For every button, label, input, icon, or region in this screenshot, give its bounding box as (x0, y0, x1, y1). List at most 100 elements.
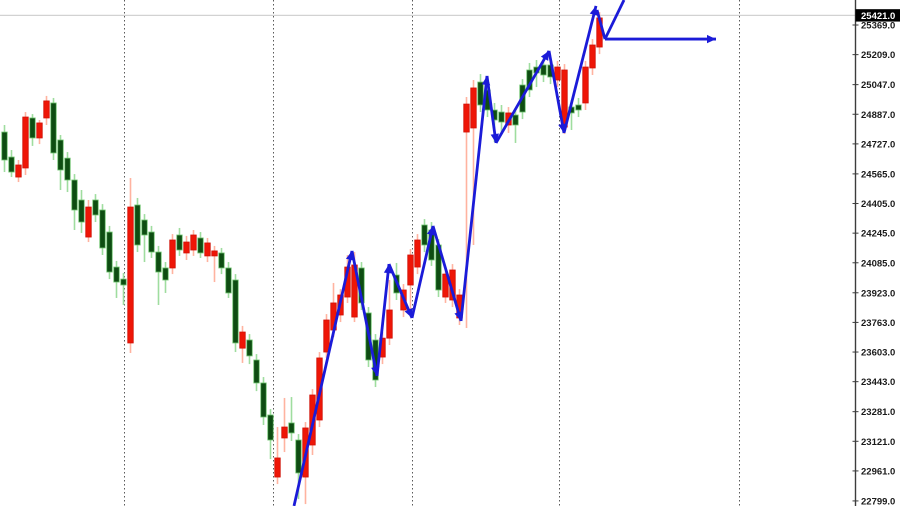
trend-arrow[interactable] (485, 75, 499, 144)
candle-bull (29, 114, 36, 146)
trend-arrow-line[interactable] (547, 50, 566, 134)
candle-body (323, 319, 330, 353)
trend-arrow[interactable] (387, 263, 414, 319)
candle-body (169, 239, 176, 269)
candle-bull (106, 225, 113, 280)
candle-body (204, 242, 211, 257)
y-axis-label: 24565.0 (861, 169, 895, 180)
candle-body (197, 237, 204, 254)
trend-arrow-line[interactable] (350, 250, 379, 377)
trend-arrow-line[interactable] (485, 75, 498, 144)
candle-body (1, 131, 8, 161)
candle-bear (589, 39, 596, 75)
candle-bull (575, 97, 582, 118)
candle-bull (120, 272, 127, 305)
candle-body (36, 122, 43, 139)
candle-bull (176, 227, 183, 256)
candle-bear (15, 160, 22, 183)
trend-arrow[interactable] (595, 9, 607, 40)
arrowhead-icon (707, 34, 716, 44)
trend-arrow-line[interactable] (494, 50, 551, 144)
trend-arrow[interactable] (603, 0, 626, 40)
candle-body (106, 231, 113, 273)
candle-bull (267, 409, 274, 460)
candle-bull (218, 247, 225, 275)
candle-body (442, 273, 449, 298)
candle-body (113, 266, 120, 283)
current-price-tag: 25421.0 (855, 9, 900, 22)
candle-bull (155, 245, 162, 305)
candle-bear (414, 234, 421, 275)
candle-body (162, 267, 169, 281)
candle-body (29, 117, 36, 139)
candle-body (218, 252, 225, 269)
candle-body (232, 279, 239, 344)
candle-bull (246, 334, 253, 365)
candle-bear (183, 235, 190, 260)
y-axis-label: 23281.0 (861, 407, 895, 418)
candle-body (246, 339, 253, 357)
trend-arrow[interactable] (494, 50, 551, 144)
candle-body (414, 239, 421, 268)
candle-bear (582, 60, 589, 110)
y-axis-label: 25047.0 (861, 80, 895, 91)
arrowhead-icon (383, 264, 393, 274)
candle-bear (211, 245, 218, 283)
candle-bear (36, 120, 43, 145)
trend-arrow-line[interactable] (387, 263, 414, 319)
candle-bear (323, 314, 330, 358)
arrowhead-icon (589, 5, 598, 16)
candle-bull (92, 194, 99, 223)
candle-body (575, 104, 582, 111)
candle-bull (99, 204, 106, 255)
trend-arrow-line[interactable] (292, 250, 354, 506)
candle-bull (260, 377, 267, 425)
candle-bull (288, 397, 295, 441)
candle-body (127, 206, 134, 344)
candle-body (71, 179, 78, 211)
candle-body (239, 331, 246, 349)
candle-body (183, 241, 190, 254)
candle-body (274, 457, 281, 478)
candle-body (498, 111, 505, 123)
candle-body (99, 209, 106, 249)
arrowhead-icon (490, 133, 499, 143)
trend-arrow-line[interactable] (375, 263, 391, 377)
candle-body (582, 66, 589, 104)
candle-body (148, 231, 155, 253)
y-axis-label: 25209.0 (861, 50, 895, 61)
candle-bull (498, 105, 505, 133)
y-axis-label: 24887.0 (861, 110, 895, 121)
candle-body (463, 103, 470, 133)
trend-arrow[interactable] (562, 5, 598, 134)
candle-body (8, 156, 15, 173)
y-axis-label: 23121.0 (861, 437, 895, 448)
candle-body (512, 114, 519, 126)
candle-bear (274, 427, 281, 485)
trend-arrow-line[interactable] (410, 225, 435, 319)
trend-arrow-line[interactable] (431, 225, 463, 322)
trend-arrow[interactable] (605, 34, 716, 44)
trend-arrow-line[interactable] (595, 9, 607, 40)
candle-bull (64, 152, 71, 193)
trend-arrow[interactable] (375, 263, 393, 377)
candle-bear (85, 200, 92, 243)
candle-bear (169, 234, 176, 275)
candle-bull (50, 97, 57, 160)
y-axis-label: 22799.0 (861, 496, 895, 506)
candle-body (267, 414, 274, 441)
candle-body (407, 254, 414, 286)
candle-body (421, 224, 428, 246)
candle-body (15, 164, 22, 178)
candle-body (295, 439, 302, 474)
trend-arrow-line[interactable] (562, 5, 598, 134)
candle-body (211, 250, 218, 257)
y-axis-label: 22961.0 (861, 466, 895, 477)
candle-bull (71, 174, 78, 230)
trend-arrow-line[interactable] (459, 75, 489, 322)
zigzag-trend-arrows[interactable] (292, 0, 716, 506)
price-axis[interactable]: 25369.0 25209.0 25047.0 24887.0 24727.0 24565… (852, 0, 900, 506)
trend-arrow-line[interactable] (603, 0, 626, 40)
candle-bear (463, 97, 470, 328)
